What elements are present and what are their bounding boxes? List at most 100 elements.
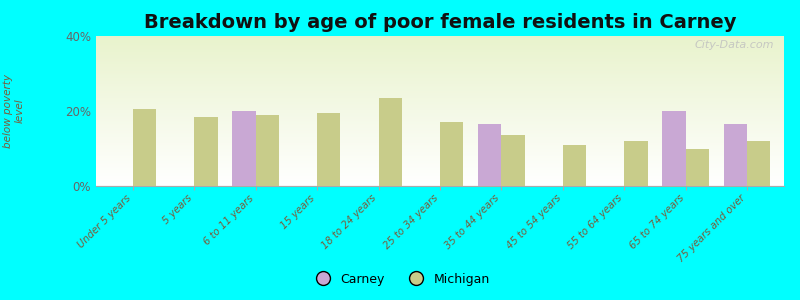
- Bar: [96, 55, 784, 56]
- Bar: [724, 124, 747, 186]
- Bar: [96, 177, 784, 178]
- Bar: [96, 150, 784, 151]
- Bar: [96, 94, 784, 95]
- Bar: [96, 71, 784, 72]
- Bar: [96, 100, 784, 101]
- Bar: [96, 160, 784, 161]
- Bar: [96, 93, 784, 94]
- Bar: [96, 105, 784, 106]
- Bar: [378, 98, 402, 186]
- Bar: [96, 169, 784, 170]
- Bar: [96, 44, 784, 45]
- Bar: [96, 98, 784, 99]
- Bar: [96, 143, 784, 144]
- Bar: [96, 165, 784, 166]
- Bar: [96, 119, 784, 120]
- Bar: [96, 164, 784, 165]
- Bar: [96, 115, 784, 116]
- Bar: [96, 86, 784, 87]
- Bar: [96, 132, 784, 133]
- Bar: [96, 81, 784, 82]
- Bar: [96, 72, 784, 73]
- Bar: [96, 153, 784, 154]
- Bar: [96, 156, 784, 157]
- Bar: [96, 78, 784, 79]
- Bar: [96, 136, 784, 137]
- Bar: [440, 122, 463, 186]
- Bar: [662, 111, 686, 186]
- Bar: [96, 39, 784, 40]
- Bar: [96, 141, 784, 142]
- Bar: [96, 171, 784, 172]
- Bar: [96, 57, 784, 58]
- Bar: [96, 175, 784, 176]
- Bar: [96, 123, 784, 124]
- Bar: [478, 124, 502, 186]
- Bar: [96, 89, 784, 90]
- Bar: [96, 54, 784, 55]
- Bar: [96, 69, 784, 70]
- Bar: [96, 122, 784, 123]
- Bar: [96, 60, 784, 61]
- Bar: [96, 85, 784, 86]
- Bar: [96, 113, 784, 114]
- Bar: [96, 149, 784, 150]
- Bar: [96, 97, 784, 98]
- Bar: [96, 155, 784, 156]
- Bar: [96, 124, 784, 125]
- Bar: [96, 116, 784, 117]
- Bar: [96, 42, 784, 43]
- Bar: [96, 173, 784, 174]
- Bar: [96, 139, 784, 140]
- Bar: [624, 141, 648, 186]
- Bar: [96, 144, 784, 145]
- Bar: [96, 50, 784, 51]
- Bar: [96, 114, 784, 115]
- Bar: [96, 48, 784, 49]
- Bar: [96, 178, 784, 179]
- Bar: [96, 51, 784, 52]
- Bar: [96, 176, 784, 177]
- Bar: [96, 53, 784, 54]
- Text: City-Data.com: City-Data.com: [694, 40, 774, 50]
- Bar: [96, 162, 784, 163]
- Bar: [96, 46, 784, 47]
- Bar: [96, 137, 784, 138]
- Bar: [96, 52, 784, 53]
- Bar: [96, 140, 784, 141]
- Bar: [96, 59, 784, 60]
- Bar: [96, 41, 784, 42]
- Bar: [96, 152, 784, 153]
- Bar: [96, 161, 784, 162]
- Bar: [96, 79, 784, 80]
- Bar: [96, 99, 784, 100]
- Bar: [96, 47, 784, 48]
- Bar: [96, 118, 784, 119]
- Bar: [96, 95, 784, 96]
- Bar: [96, 159, 784, 160]
- Bar: [96, 142, 784, 143]
- Bar: [96, 108, 784, 109]
- Bar: [96, 133, 784, 134]
- Bar: [96, 128, 784, 129]
- Bar: [96, 172, 784, 173]
- Bar: [502, 135, 525, 186]
- Bar: [96, 92, 784, 93]
- Bar: [96, 111, 784, 112]
- Bar: [96, 183, 784, 184]
- Bar: [96, 66, 784, 67]
- Bar: [96, 82, 784, 83]
- Bar: [96, 181, 784, 182]
- Bar: [747, 141, 770, 186]
- Bar: [96, 64, 784, 65]
- Bar: [96, 129, 784, 130]
- Bar: [96, 130, 784, 131]
- Bar: [96, 74, 784, 75]
- Bar: [96, 106, 784, 107]
- Bar: [96, 109, 784, 110]
- Bar: [96, 145, 784, 146]
- Bar: [96, 182, 784, 183]
- Bar: [96, 151, 784, 152]
- Bar: [96, 107, 784, 108]
- Bar: [96, 180, 784, 181]
